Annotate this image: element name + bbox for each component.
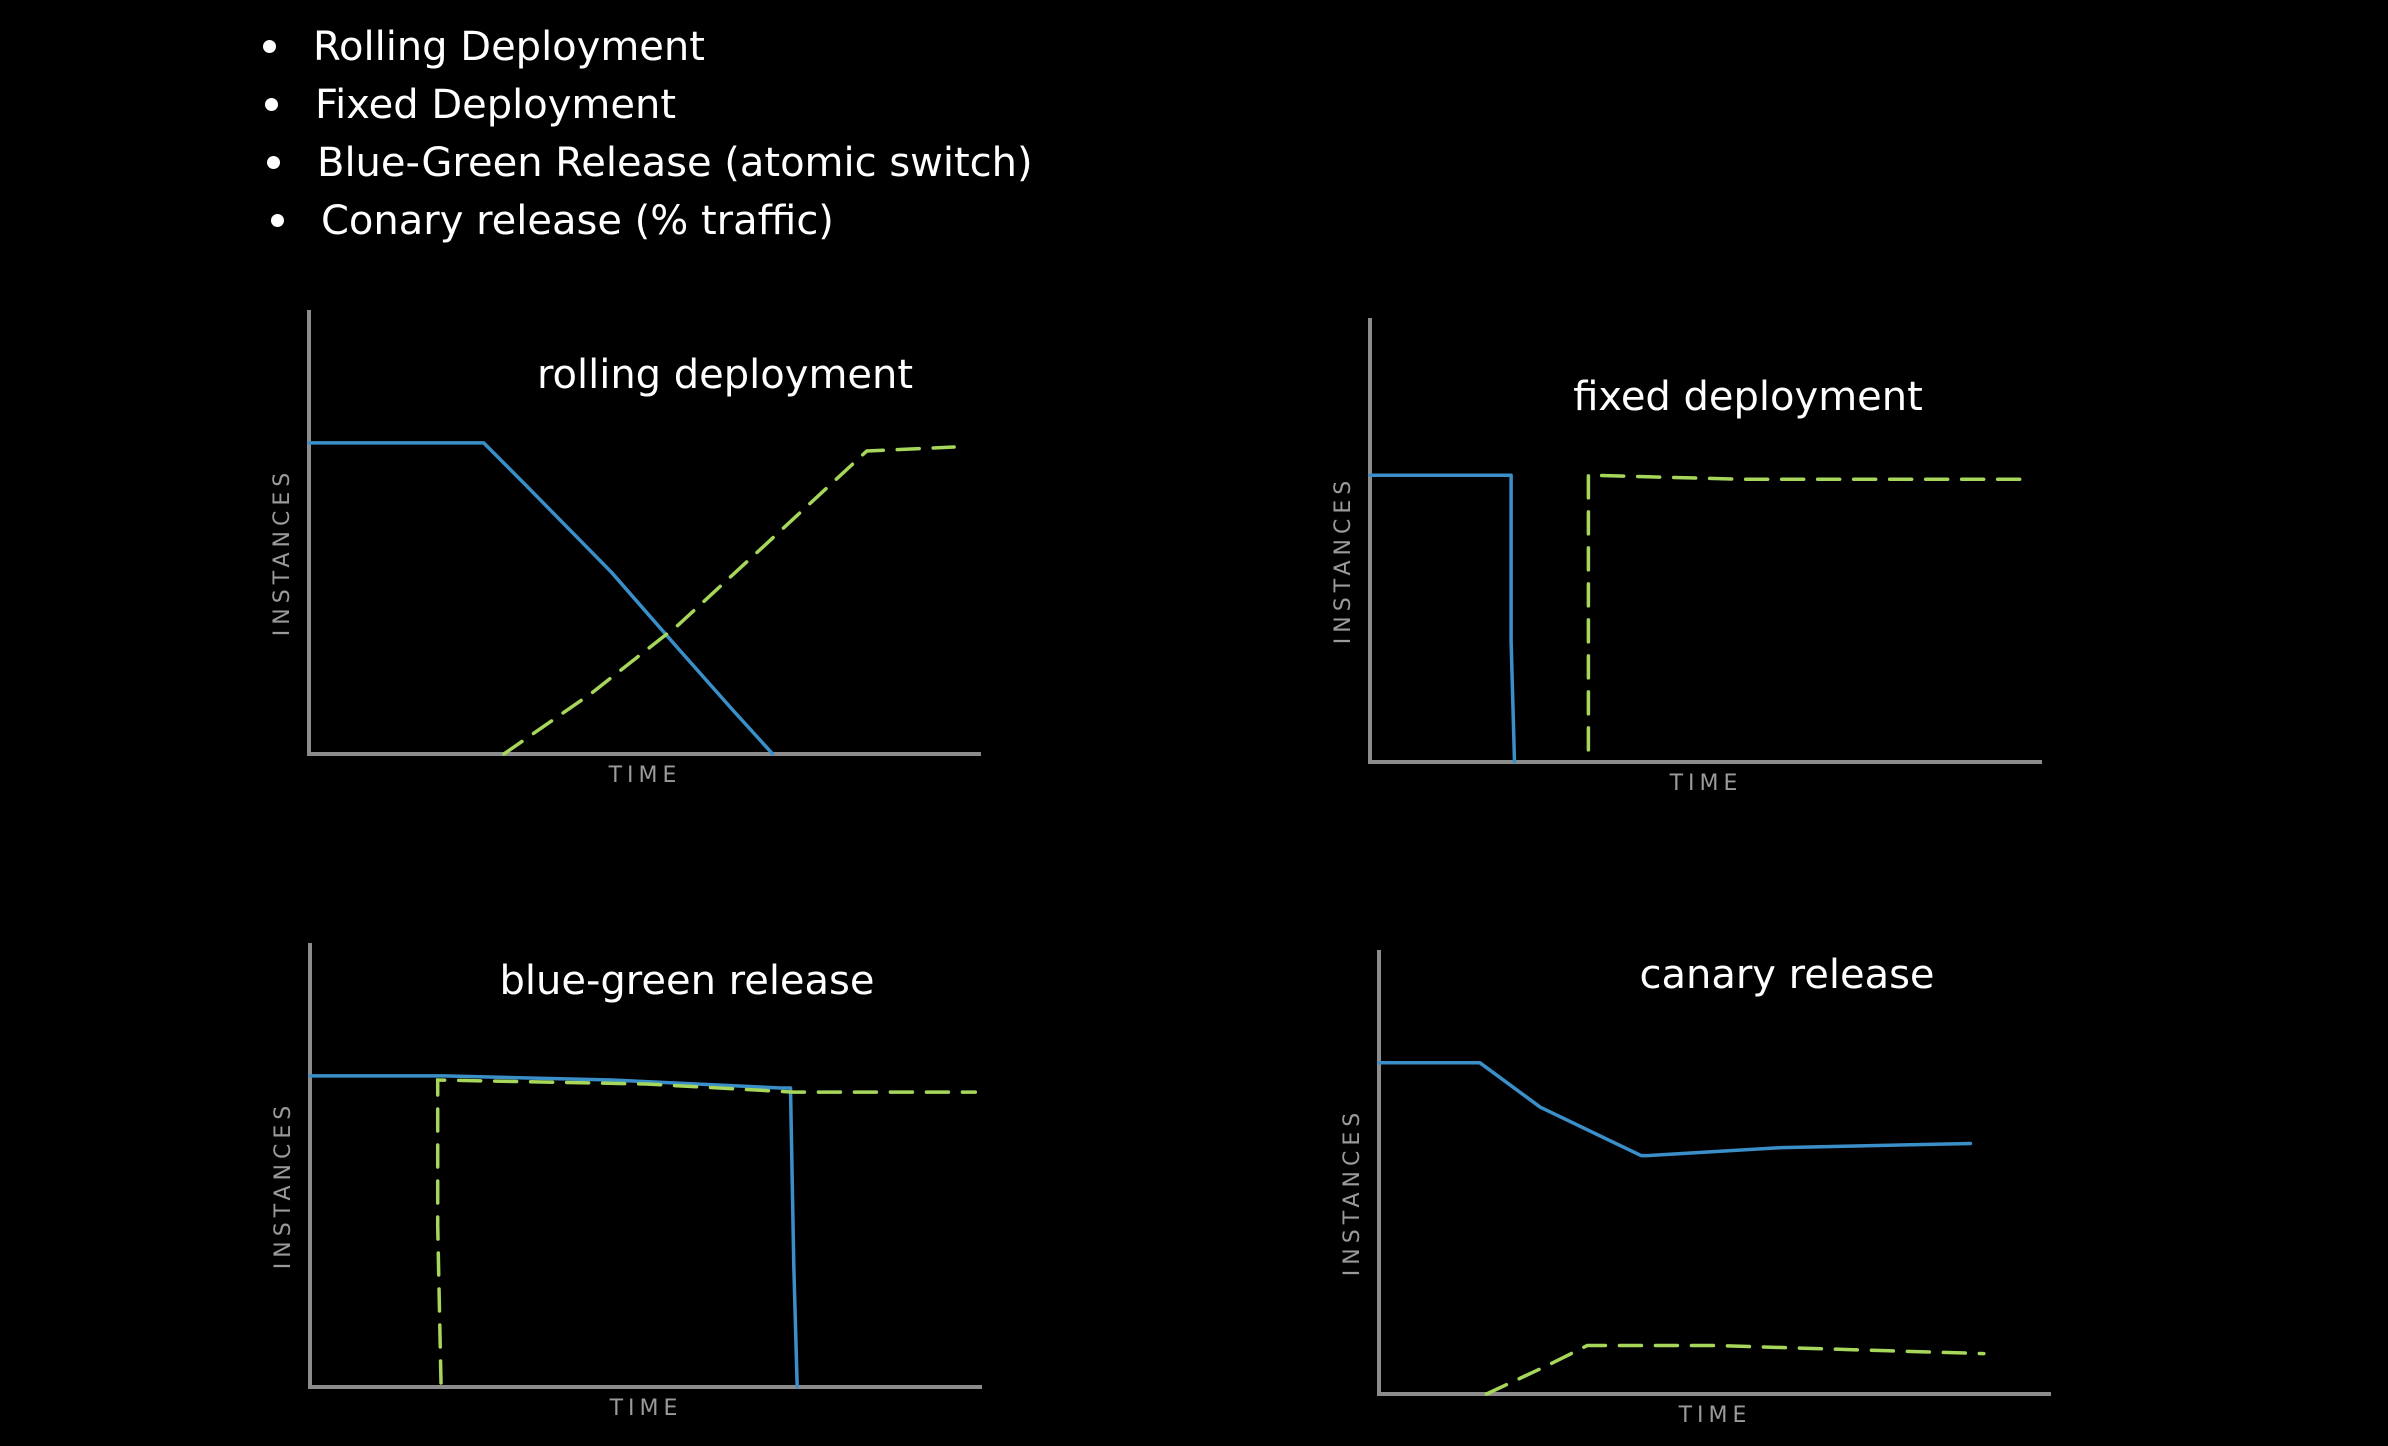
new-version-series-line (502, 445, 956, 756)
old-version-series-line (308, 1074, 799, 1389)
old-version-series-line (1368, 473, 1517, 764)
strategy-label: Blue-Green Release (atomic switch) (317, 140, 1033, 186)
strategy-label: Fixed Deployment (315, 82, 677, 128)
bullet-dot-icon (267, 156, 280, 169)
y-axis-label: INSTANCES (1340, 1108, 1365, 1276)
bullet-dot-icon (265, 98, 278, 111)
y-axis-label: INSTANCES (270, 468, 295, 636)
bullet-dot-icon (263, 40, 276, 53)
old-version-series-line (1377, 1060, 1973, 1158)
old-version-series-line (307, 441, 775, 756)
chart-title: blue-green release (500, 958, 875, 1004)
chart-title: fixed deployment (1573, 374, 1923, 420)
x-axis-label: TIME (608, 763, 682, 788)
strategy-label: Rolling Deployment (313, 24, 705, 70)
strategy-list-item: Rolling Deployment (255, 18, 1033, 76)
chart-axes (1377, 950, 2051, 1396)
chart-axes (1368, 318, 2042, 764)
x-axis-label: TIME (609, 1396, 683, 1421)
new-version-series-line (1484, 1343, 1986, 1396)
fixed-deployment-chart: fixed deployment TIME INSTANCES (1331, 318, 2042, 796)
strategy-list-item: Conary release (% traffic) (263, 192, 1033, 250)
strategy-list: Rolling Deployment Fixed Deployment Blue… (255, 18, 1033, 250)
rolling-deployment-chart: rolling deployment TIME INSTANCES (270, 310, 981, 788)
blue-green-release-chart: blue-green release TIME INSTANCES (271, 943, 982, 1421)
x-axis-label: TIME (1678, 1403, 1752, 1428)
chart-axes (307, 310, 981, 756)
new-version-series-line (1586, 473, 2024, 752)
strategy-list-item: Blue-Green Release (atomic switch) (259, 134, 1033, 192)
chart-axes (308, 943, 982, 1389)
x-axis-label: TIME (1669, 771, 1743, 796)
strategy-list-item: Fixed Deployment (257, 76, 1033, 134)
y-axis-label: INSTANCES (271, 1101, 296, 1269)
canary-release-chart: canary release TIME INSTANCES (1340, 950, 2051, 1428)
strategy-label: Conary release (% traffic) (321, 198, 834, 244)
bullet-dot-icon (271, 214, 284, 227)
new-version-series-line (435, 1078, 978, 1385)
chart-title: rolling deployment (537, 352, 913, 398)
chart-title: canary release (1639, 952, 1934, 998)
y-axis-label: INSTANCES (1331, 476, 1356, 644)
